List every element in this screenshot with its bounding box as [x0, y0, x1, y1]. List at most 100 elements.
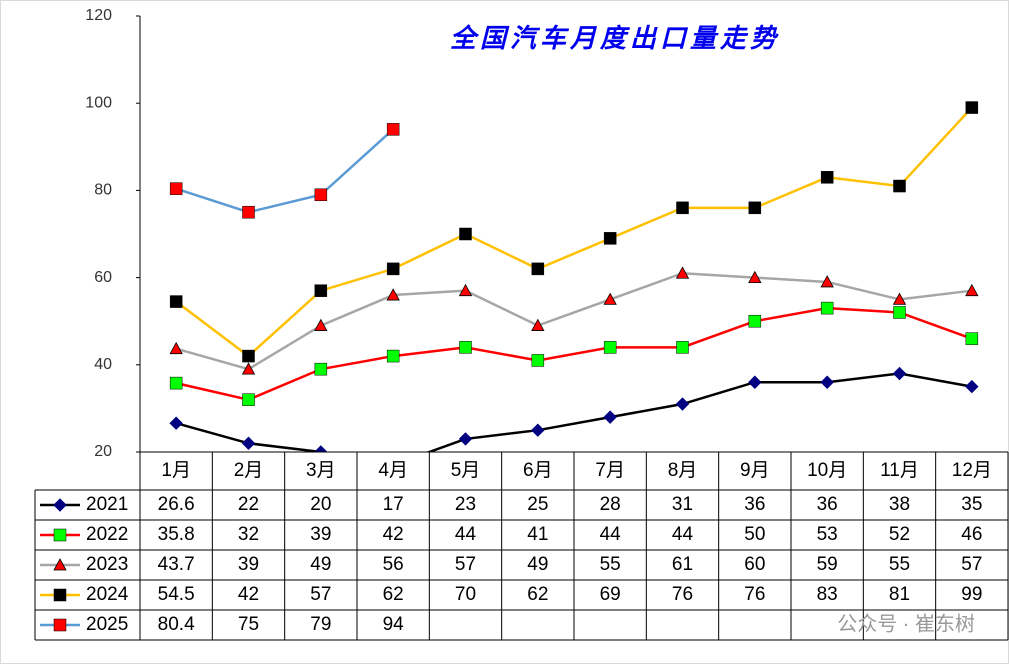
marker [531, 318, 545, 331]
data-label: 75 [238, 614, 259, 635]
marker [892, 366, 907, 381]
data-label: 20 [310, 494, 331, 515]
y-tick-label: 20 [94, 443, 112, 460]
marker [314, 445, 328, 452]
x-tick-label: 12月 [952, 460, 992, 481]
legend-label: 2024 [86, 584, 129, 605]
chart-title: 全国汽车月度出口量走势 [450, 24, 780, 54]
marker [242, 349, 255, 363]
data-label: 31 [672, 494, 693, 515]
marker [169, 341, 183, 355]
legend-marker [53, 588, 67, 602]
data-label: 35 [961, 494, 982, 515]
x-tick-label: 10月 [807, 460, 847, 481]
marker [603, 341, 617, 354]
marker [459, 227, 472, 241]
legend-marker [53, 528, 67, 542]
data-label: 44 [455, 524, 477, 545]
marker [458, 432, 473, 446]
marker [242, 205, 255, 219]
data-label: 46 [961, 524, 982, 545]
marker [314, 188, 328, 202]
data-label: 61 [672, 554, 693, 575]
data-label: 49 [310, 554, 331, 575]
data-label: 35.8 [158, 524, 195, 545]
watermark: 公众号 · 崔东树 [837, 612, 975, 635]
data-label: 42 [238, 584, 259, 605]
x-tick-label: 5月 [451, 460, 481, 481]
x-tick-label: 6月 [523, 460, 553, 481]
marker [603, 232, 617, 245]
x-tick-label: 9月 [740, 460, 770, 481]
data-label: 55 [600, 554, 621, 575]
marker [314, 284, 328, 297]
plot-area [169, 101, 979, 452]
data-label: 70 [455, 584, 476, 605]
data-label: 42 [383, 524, 404, 545]
marker [965, 379, 979, 394]
marker [748, 201, 762, 215]
marker [820, 375, 834, 389]
legend-label: 2025 [86, 614, 128, 635]
marker [169, 416, 183, 430]
marker [965, 101, 979, 114]
data-label: 57 [961, 554, 982, 575]
marker [241, 362, 256, 375]
legend-marker [53, 618, 67, 632]
data-label: 28 [600, 494, 621, 515]
data-label: 69 [600, 584, 621, 605]
marker [386, 349, 400, 363]
data-label: 53 [817, 524, 838, 545]
data-label: 99 [961, 584, 982, 605]
marker [459, 341, 472, 354]
marker [241, 436, 256, 450]
data-label: 17 [383, 494, 404, 515]
marker [531, 354, 545, 367]
data-label: 56 [383, 554, 404, 575]
data-label: 79 [310, 614, 331, 635]
marker [603, 292, 617, 305]
data-label: 23 [455, 494, 476, 515]
marker [820, 275, 834, 288]
marker [458, 283, 473, 297]
data-label: 38 [889, 494, 910, 515]
series-line [175, 106, 973, 358]
marker [314, 318, 328, 331]
data-label: 25 [527, 494, 548, 515]
marker [169, 376, 183, 390]
marker [603, 410, 617, 424]
y-tick-label: 120 [85, 7, 112, 24]
marker [748, 270, 762, 283]
data-label: 26.6 [158, 494, 195, 515]
marker [386, 262, 400, 276]
marker [531, 262, 545, 276]
data-label: 41 [527, 524, 548, 545]
data-label: 57 [310, 584, 331, 605]
y-tick-label: 40 [94, 356, 112, 373]
marker [675, 397, 690, 411]
data-label: 22 [238, 494, 259, 515]
legend-label: 2022 [86, 524, 128, 545]
series-line [175, 271, 972, 371]
series-line [175, 306, 973, 401]
data-label: 62 [527, 584, 548, 605]
data-label: 50 [744, 524, 765, 545]
data-label: 44 [672, 524, 694, 545]
legend-label: 2023 [86, 554, 128, 575]
marker [892, 292, 907, 305]
data-label: 44 [600, 524, 622, 545]
data-label: 57 [455, 554, 476, 575]
data-label: 60 [744, 554, 765, 575]
data-label: 59 [817, 554, 838, 575]
legend-marker [53, 498, 67, 512]
marker [965, 283, 979, 297]
marker [531, 423, 545, 437]
data-label: 80.4 [158, 614, 195, 635]
x-tick-label: 2月 [234, 460, 264, 481]
data-label: 43.7 [158, 554, 195, 575]
marker [748, 314, 762, 328]
marker [893, 306, 906, 319]
data-label: 94 [383, 614, 405, 635]
data-label: 81 [889, 584, 910, 605]
